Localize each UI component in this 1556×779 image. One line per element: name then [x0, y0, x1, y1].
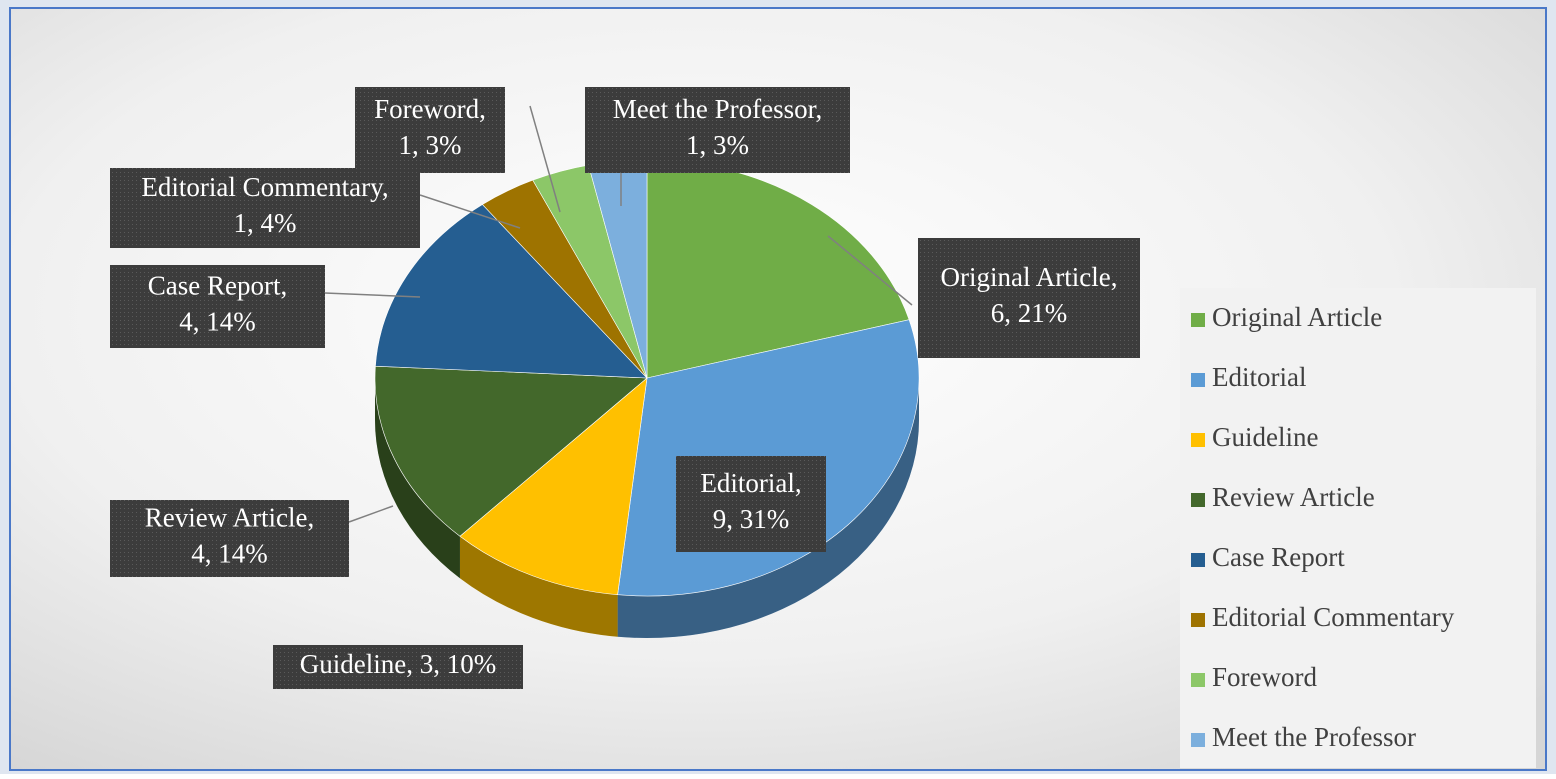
legend-label: Editorial	[1212, 362, 1306, 392]
legend-swatch	[1191, 733, 1205, 747]
legend-label: Meet the Professor	[1212, 722, 1416, 752]
data-label: Case Report,	[148, 271, 287, 301]
legend-swatch	[1191, 433, 1205, 447]
legend-swatch	[1191, 373, 1205, 387]
leader-line	[348, 505, 394, 523]
slice-side-shade	[375, 378, 460, 579]
data-label: Editorial Commentary,	[141, 172, 388, 202]
legend-swatch	[1191, 313, 1205, 327]
pie	[374, 159, 920, 638]
data-label: 1, 3%	[399, 130, 462, 160]
legend-box	[1180, 288, 1536, 768]
legend-label: Foreword	[1212, 662, 1317, 692]
legend-label: Original Article	[1212, 302, 1382, 332]
legend-swatch	[1191, 493, 1205, 507]
leader-lines	[324, 105, 913, 523]
legend-swatch	[1191, 613, 1205, 627]
leader-line	[827, 235, 913, 306]
legend-swatch	[1191, 553, 1205, 567]
data-label: 4, 14%	[179, 307, 256, 337]
data-label-box	[918, 238, 1140, 358]
leader-line	[529, 105, 561, 213]
data-label-box	[273, 645, 523, 689]
slice	[459, 377, 648, 596]
data-label: Editorial,	[700, 468, 801, 498]
legend-label: Guideline	[1212, 422, 1318, 452]
data-label-box	[676, 456, 826, 552]
data-label-box	[110, 500, 349, 577]
data-label: 6, 21%	[991, 298, 1068, 328]
data-label: Guideline, 3, 10%	[300, 649, 496, 679]
data-label: Review Article,	[145, 503, 314, 533]
leader-line	[419, 194, 521, 229]
data-label: 9, 31%	[713, 504, 790, 534]
slice-side	[375, 378, 460, 579]
legend-label: Review Article	[1212, 482, 1375, 512]
legend-swatch	[1191, 673, 1205, 687]
slice	[375, 204, 648, 379]
data-label: 1, 4%	[234, 208, 297, 238]
slice	[374, 365, 648, 537]
data-label-box	[110, 168, 420, 248]
data-label: 4, 14%	[191, 539, 268, 569]
slice-side	[617, 378, 919, 638]
data-label-box	[585, 87, 850, 173]
data-label: Foreword,	[374, 94, 486, 124]
data-label: Original Article,	[941, 262, 1118, 292]
leader-line	[324, 292, 421, 298]
data-label: 1, 3%	[686, 130, 749, 160]
data-label-box	[355, 87, 505, 173]
data-label-box	[110, 265, 325, 348]
legend-label: Editorial Commentary	[1212, 602, 1455, 632]
legend-label: Case Report	[1212, 542, 1345, 572]
data-label: Meet the Professor,	[613, 94, 823, 124]
slice-side-shade	[617, 378, 919, 638]
